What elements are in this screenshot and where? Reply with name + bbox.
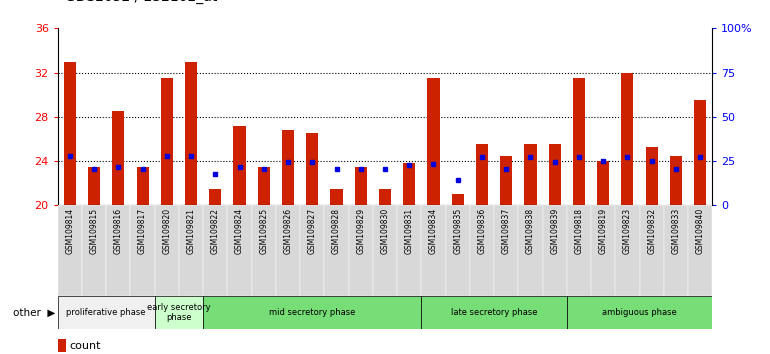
Bar	[524, 144, 537, 205]
Bar	[427, 78, 440, 205]
Bar	[349, 205, 373, 296]
Text: GSM109827: GSM109827	[308, 208, 316, 254]
Bar	[64, 62, 76, 205]
Bar	[258, 167, 269, 205]
Bar	[306, 133, 318, 205]
Bar	[615, 205, 640, 296]
Bar	[136, 167, 149, 205]
Bar	[591, 205, 615, 296]
Bar	[621, 73, 634, 205]
Text: GSM109825: GSM109825	[259, 208, 268, 254]
Bar	[500, 155, 512, 205]
Text: GSM109814: GSM109814	[65, 208, 75, 254]
Text: GSM109818: GSM109818	[574, 208, 584, 254]
Text: GSM109837: GSM109837	[502, 208, 511, 254]
Bar	[597, 161, 609, 205]
Text: GSM109839: GSM109839	[551, 208, 559, 254]
Bar	[227, 205, 252, 296]
Bar	[664, 205, 688, 296]
Text: GSM109835: GSM109835	[454, 208, 462, 254]
Text: GSM109833: GSM109833	[671, 208, 681, 254]
Bar	[543, 205, 567, 296]
Bar	[88, 167, 100, 205]
Bar	[58, 339, 66, 352]
Bar	[567, 205, 591, 296]
Bar	[233, 126, 246, 205]
Text: GSM109826: GSM109826	[283, 208, 293, 254]
Text: mid secretory phase: mid secretory phase	[269, 308, 356, 317]
Text: count: count	[69, 341, 101, 350]
Bar	[452, 194, 464, 205]
Bar	[282, 130, 294, 205]
Text: early secretory
phase: early secretory phase	[147, 303, 211, 322]
Bar	[203, 296, 421, 329]
Text: GSM109823: GSM109823	[623, 208, 632, 254]
Bar	[645, 147, 658, 205]
Text: GSM109836: GSM109836	[477, 208, 487, 254]
Text: GSM109832: GSM109832	[647, 208, 656, 254]
Text: GSM109838: GSM109838	[526, 208, 535, 254]
Bar	[640, 205, 664, 296]
Bar	[58, 205, 82, 296]
Bar	[688, 205, 712, 296]
Bar	[203, 205, 227, 296]
Text: other  ▶: other ▶	[13, 307, 55, 318]
Text: GSM109834: GSM109834	[429, 208, 438, 254]
Bar	[276, 205, 300, 296]
Bar	[573, 78, 585, 205]
Bar	[403, 163, 415, 205]
Bar	[330, 189, 343, 205]
Text: GSM109816: GSM109816	[114, 208, 123, 254]
Text: GSM109829: GSM109829	[357, 208, 365, 254]
Bar	[112, 111, 125, 205]
Text: GSM109831: GSM109831	[405, 208, 413, 254]
Text: ambiguous phase: ambiguous phase	[602, 308, 677, 317]
Bar	[694, 100, 706, 205]
Bar	[379, 189, 391, 205]
Bar	[548, 144, 561, 205]
Text: GSM109828: GSM109828	[332, 208, 341, 254]
Bar	[155, 205, 179, 296]
Bar	[518, 205, 543, 296]
Bar	[58, 296, 155, 329]
Bar	[421, 296, 567, 329]
Bar	[397, 205, 421, 296]
Text: GSM109815: GSM109815	[89, 208, 99, 254]
Bar	[209, 189, 222, 205]
Bar	[421, 205, 446, 296]
Bar	[82, 205, 106, 296]
Bar	[252, 205, 276, 296]
Bar	[373, 205, 397, 296]
Bar	[179, 205, 203, 296]
Bar	[106, 205, 130, 296]
Bar	[161, 78, 173, 205]
Bar	[300, 205, 324, 296]
Text: GSM109821: GSM109821	[186, 208, 196, 254]
Bar	[670, 155, 682, 205]
Bar	[494, 205, 518, 296]
Text: GSM109819: GSM109819	[598, 208, 608, 254]
Bar	[324, 205, 349, 296]
Bar	[185, 62, 197, 205]
Bar	[355, 167, 367, 205]
Bar	[567, 296, 712, 329]
Text: GDS2052 / 232102_at: GDS2052 / 232102_at	[65, 0, 218, 4]
Text: GSM109820: GSM109820	[162, 208, 172, 254]
Text: GSM109830: GSM109830	[380, 208, 390, 254]
Bar	[476, 144, 488, 205]
Bar	[155, 296, 203, 329]
Bar	[470, 205, 494, 296]
Text: GSM109824: GSM109824	[235, 208, 244, 254]
Text: late secretory phase: late secretory phase	[450, 308, 537, 317]
Bar	[130, 205, 155, 296]
Text: GSM109822: GSM109822	[211, 208, 219, 254]
Text: GSM109817: GSM109817	[138, 208, 147, 254]
Text: proliferative phase: proliferative phase	[66, 308, 146, 317]
Text: GSM109840: GSM109840	[695, 208, 705, 254]
Bar	[446, 205, 470, 296]
